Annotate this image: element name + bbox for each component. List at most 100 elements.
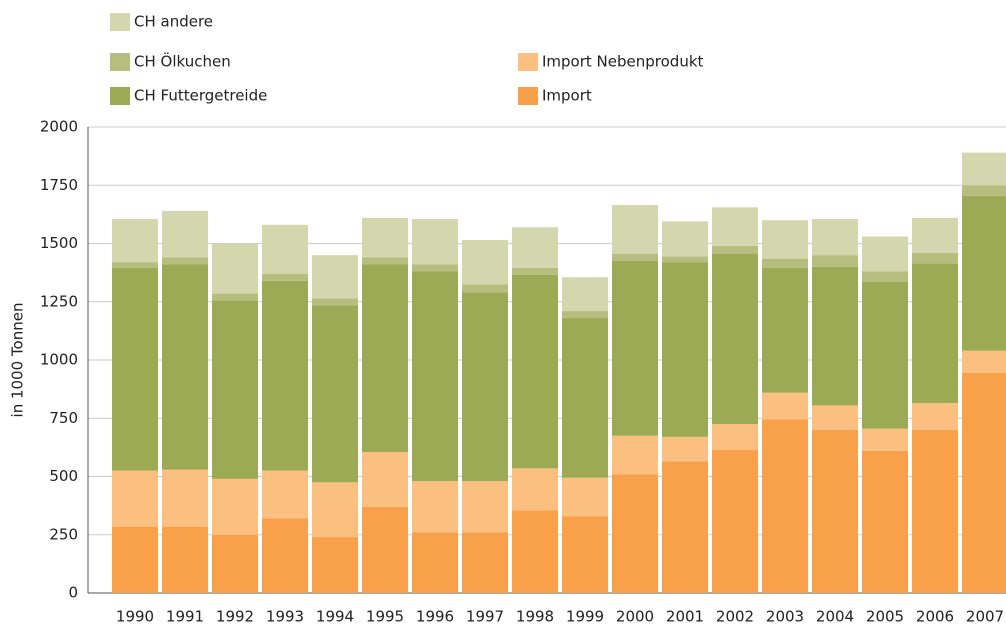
x-tick-label: 1992	[216, 608, 254, 626]
bar-segment	[562, 516, 608, 593]
bar-segment	[212, 243, 258, 294]
bar-segment	[712, 449, 758, 593]
bar-segment	[362, 264, 408, 453]
legend-label: Import Nebenprodukt	[542, 53, 704, 71]
bar-segment	[312, 537, 358, 593]
legend-swatch	[110, 53, 130, 71]
bar-segment	[562, 318, 608, 478]
y-tick-label: 1500	[40, 234, 78, 252]
bar-segment	[162, 257, 208, 265]
bar-segment	[562, 277, 608, 312]
y-tick-label: 1000	[40, 351, 78, 369]
x-tick-label: 1991	[166, 608, 204, 626]
x-tick-label: 2000	[616, 608, 654, 626]
bar-segment	[812, 219, 858, 256]
bar-segment	[712, 207, 758, 246]
legend-label: CH Futtergetreide	[134, 87, 267, 105]
bar-segment	[812, 266, 858, 406]
bar-segment	[562, 477, 608, 517]
bar-segment	[612, 253, 658, 261]
bar-segment	[312, 298, 358, 306]
bar-segment	[462, 532, 508, 593]
bar-segment	[712, 253, 758, 425]
legend-label: Import	[542, 87, 592, 105]
bar-segment	[512, 267, 558, 275]
bar-segment	[862, 450, 908, 593]
bar-segment	[362, 506, 408, 593]
x-tick-label: 1999	[566, 608, 604, 626]
bar-segment	[262, 280, 308, 471]
bar-segment	[112, 262, 158, 268]
legend-swatch	[518, 53, 538, 71]
bar-segment	[512, 510, 558, 593]
y-axis-label: in 1000 Tonnen	[9, 303, 27, 418]
bar-segment	[112, 267, 158, 471]
bar-segment	[312, 305, 358, 483]
bar-segment	[812, 429, 858, 593]
x-tick-label: 2007	[966, 608, 1004, 626]
bar-segment	[112, 219, 158, 263]
bar-segment	[112, 470, 158, 527]
bar-segment	[712, 245, 758, 254]
bar-segment	[262, 224, 308, 274]
bar-segment	[662, 221, 708, 257]
y-tick-label: 250	[49, 525, 78, 543]
bar-segment	[612, 260, 658, 436]
bar-segment	[262, 518, 308, 593]
bar-segment	[212, 293, 258, 301]
bar-segment	[512, 227, 558, 268]
bar-segment	[412, 481, 458, 533]
bar-segment	[862, 281, 908, 429]
bar-segment	[762, 220, 808, 259]
legend-swatch	[110, 87, 130, 105]
bar-segment	[762, 267, 808, 393]
x-tick-label: 2004	[816, 608, 854, 626]
y-tick-label: 750	[49, 409, 78, 427]
legend-swatch	[110, 13, 130, 31]
bar-segment	[762, 258, 808, 268]
bar-segment	[912, 252, 958, 264]
x-tick-label: 1995	[366, 608, 404, 626]
bar-segment	[762, 392, 808, 420]
y-tick-label: 2000	[40, 118, 78, 136]
bar-segment	[962, 152, 1006, 186]
x-tick-label: 2003	[766, 608, 804, 626]
bar-segment	[962, 372, 1006, 593]
bar-segment	[162, 210, 208, 258]
bar-segment	[412, 219, 458, 265]
bar-segment	[162, 526, 208, 593]
bar-segment	[312, 482, 358, 538]
x-tick-label: 2006	[916, 608, 954, 626]
bar-segment	[462, 284, 508, 293]
bar-segment	[462, 240, 508, 285]
bar-segment	[712, 424, 758, 450]
y-tick-label: 500	[49, 467, 78, 485]
bar-segment	[162, 264, 208, 470]
bar-segment	[412, 271, 458, 482]
bar-segment	[912, 217, 958, 253]
bar-segment	[462, 292, 508, 482]
bar-segment	[862, 428, 908, 451]
x-tick-label: 1997	[466, 608, 504, 626]
bar-segment	[212, 300, 258, 479]
bar-segment	[162, 469, 208, 527]
bar-segment	[362, 452, 408, 507]
bar-segment	[662, 262, 708, 437]
y-tick-label: 1250	[40, 292, 78, 310]
x-tick-label: 2005	[866, 608, 904, 626]
x-tick-label: 1998	[516, 608, 554, 626]
bar-segment	[812, 255, 858, 267]
bar-segment	[612, 205, 658, 254]
legend-label: CH andere	[134, 13, 213, 31]
bar-segment	[562, 311, 608, 319]
bar-segment	[912, 403, 958, 430]
bar-segment	[362, 217, 408, 258]
bar-segment	[262, 273, 308, 281]
x-tick-label: 1996	[416, 608, 454, 626]
bar-segment	[812, 405, 858, 430]
bar-segment	[412, 264, 458, 272]
bar-segment	[512, 274, 558, 469]
bar-segment	[862, 271, 908, 282]
bar-segment	[662, 461, 708, 593]
